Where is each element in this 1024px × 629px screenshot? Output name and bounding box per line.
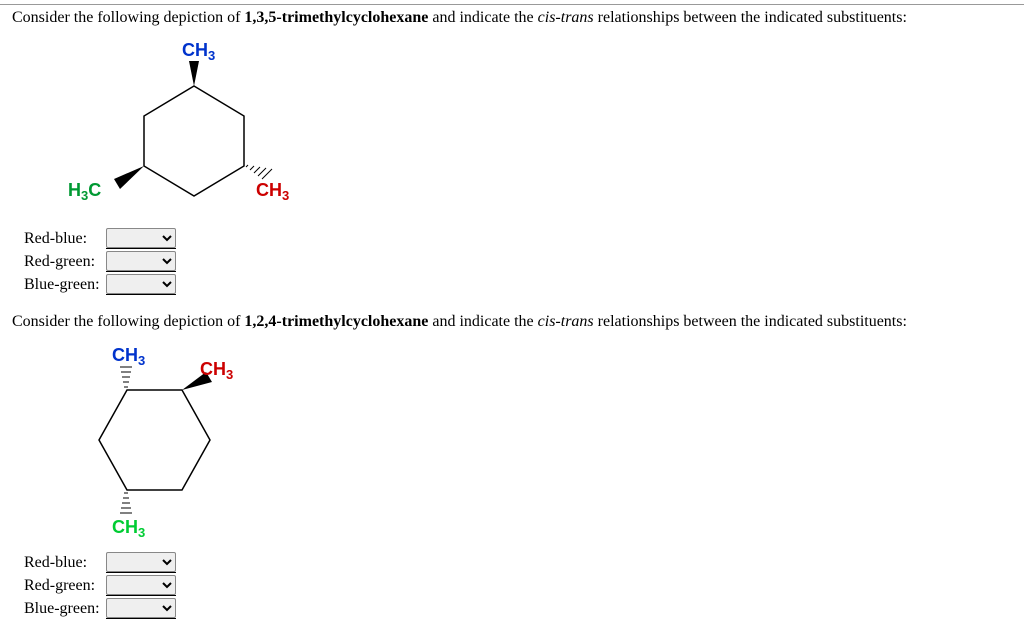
q1-italic: cis-trans bbox=[538, 9, 594, 26]
svg-text:CH3: CH3 bbox=[182, 40, 215, 63]
q2-text: Consider the following depiction of 1,2,… bbox=[12, 313, 1012, 331]
q2-row-bluegreen: Blue-green: bbox=[24, 598, 1012, 619]
q2-label-redgreen: Red-green: bbox=[24, 577, 104, 595]
q2-row-redblue: Red-blue: bbox=[24, 552, 1012, 573]
q1-compound: 1,3,5-trimethylcyclohexane bbox=[244, 9, 428, 26]
q2-select-bluegreen[interactable] bbox=[106, 598, 176, 618]
q1-row-redgreen: Red-green: bbox=[24, 251, 1012, 272]
q1-text: Consider the following depiction of 1,3,… bbox=[12, 9, 1012, 27]
q1-label-redgreen: Red-green: bbox=[24, 253, 104, 271]
q2-row-redgreen: Red-green: bbox=[24, 575, 1012, 596]
q2-label-bluegreen: Blue-green: bbox=[24, 600, 104, 618]
q1-select-redgreen[interactable] bbox=[106, 251, 176, 271]
q1-structure: CH3 H3C CH3 bbox=[32, 31, 1012, 226]
svg-text:CH3: CH3 bbox=[200, 359, 233, 382]
q2-prefix: Consider the following depiction of bbox=[12, 313, 244, 330]
q1-mid: and indicate the bbox=[428, 9, 537, 26]
q2-structure: CH3 CH3 CH3 bbox=[32, 335, 1012, 550]
svg-text:CH3: CH3 bbox=[256, 180, 289, 203]
q2-select-wrap-0 bbox=[106, 552, 176, 573]
svg-text:CH3: CH3 bbox=[112, 345, 145, 368]
q2-suffix: relationships between the indicated subs… bbox=[594, 313, 907, 330]
q1-row-bluegreen: Blue-green: bbox=[24, 274, 1012, 295]
q1-select-wrap-1 bbox=[106, 251, 176, 272]
q1-select-bluegreen[interactable] bbox=[106, 274, 176, 294]
q1-prefix: Consider the following depiction of bbox=[12, 9, 244, 26]
q2-mid: and indicate the bbox=[428, 313, 537, 330]
q1-select-wrap-2 bbox=[106, 274, 176, 295]
q2-compound: 1,2,4-trimethylcyclohexane bbox=[244, 313, 428, 330]
q2-label-redblue: Red-blue: bbox=[24, 554, 104, 572]
q1-suffix: relationships between the indicated subs… bbox=[594, 9, 907, 26]
q1-select-redblue[interactable] bbox=[106, 228, 176, 248]
q2-select-wrap-1 bbox=[106, 575, 176, 596]
q1-label-bluegreen: Blue-green: bbox=[24, 276, 104, 294]
svg-text:H3C: H3C bbox=[68, 180, 101, 203]
top-divider bbox=[0, 4, 1024, 5]
svg-text:CH3: CH3 bbox=[112, 517, 145, 540]
q2-select-redgreen[interactable] bbox=[106, 575, 176, 595]
q1-select-wrap-0 bbox=[106, 228, 176, 249]
q1-row-redblue: Red-blue: bbox=[24, 228, 1012, 249]
q2-select-redblue[interactable] bbox=[106, 552, 176, 572]
q1-label-redblue: Red-blue: bbox=[24, 230, 104, 248]
q2-italic: cis-trans bbox=[538, 313, 594, 330]
q2-select-wrap-2 bbox=[106, 598, 176, 619]
